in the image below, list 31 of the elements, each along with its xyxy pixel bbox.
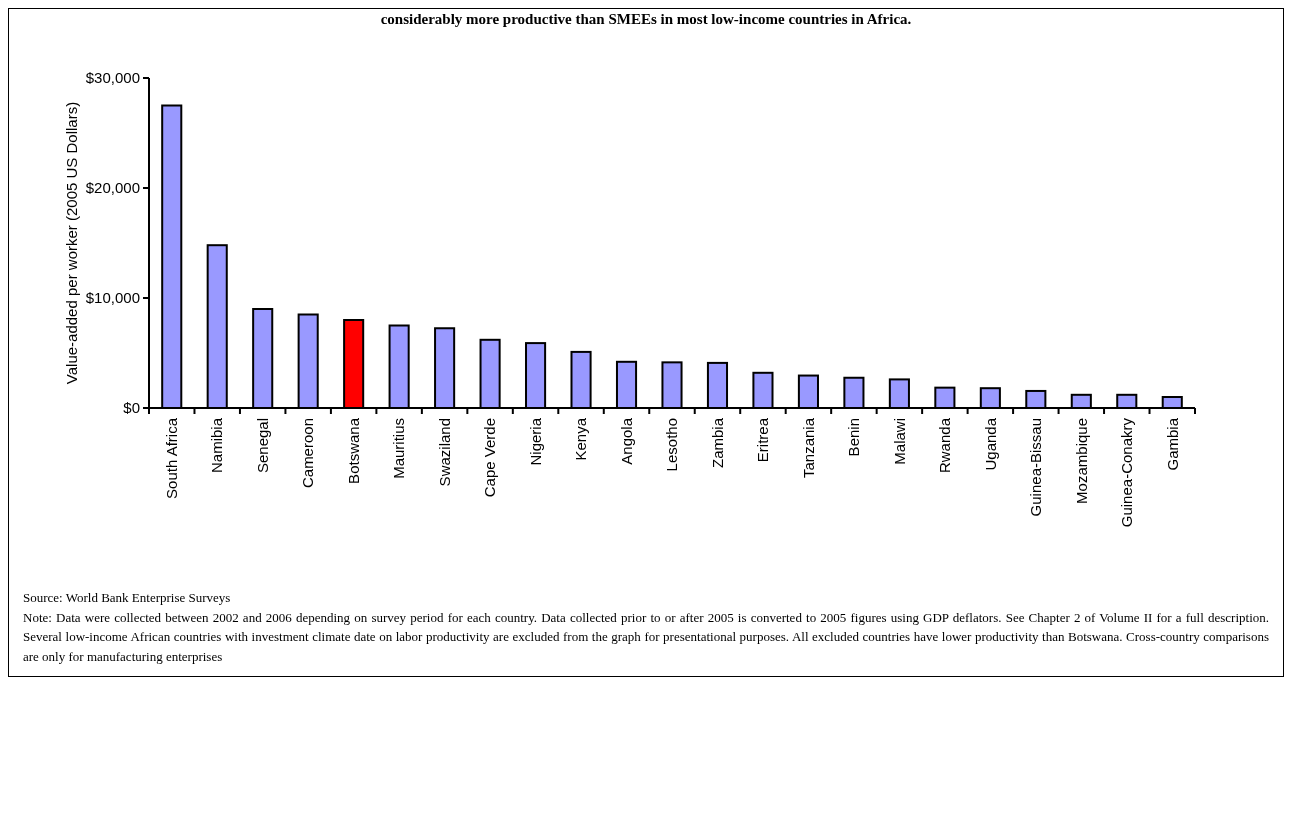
x-tick-label: Kenya (572, 417, 590, 461)
x-tick-label: Tanzania (799, 417, 817, 479)
x-tick-label: Cameroon (299, 418, 317, 489)
y-tick-label: $10,000 (85, 289, 140, 307)
x-tick-label: Rwanda (936, 417, 954, 474)
text: Note: Data were collected between 2002 and 2006 depending on survey period for each country. Data collected prior to or after 2005 is converted to 2005 figures using GDP deflators. See Chapter 2 of Volume II for a full description. Several low-income African countries with investment climate date on labor productivity are excluded from the graph for presentational purposes. All excluded countries have lower productivity than Botswana. Cross-country comparisons are only for manufacturing enterprises (23, 608, 1269, 666)
x-tick-label: Cape Verde (481, 418, 499, 498)
x-tick-label: Senegal (253, 418, 271, 474)
x-tick-label: Nigeria (526, 417, 544, 466)
x-tick-label: Swaziland (435, 418, 453, 487)
x-tick-label: Guinea-Conakry (1118, 417, 1136, 528)
x-tick-label: Zambia (708, 417, 726, 469)
x-tick-label: Malawi (890, 418, 908, 465)
y-tick-label: $0 (123, 399, 140, 417)
x-tick-label: Mozambique (1072, 418, 1090, 504)
x-tick-label: Guinea-Bissau (1027, 418, 1045, 517)
x-tick-label: Lesotho (663, 418, 681, 472)
y-axis-title: Value-added per worker (2005 US Dollars) (63, 101, 80, 385)
x-tick-label: Namibia (208, 417, 226, 474)
x-tick-label: Eritrea (754, 417, 772, 463)
x-tick-label: Botswana (344, 417, 362, 484)
x-tick-label: Gambia (1163, 417, 1181, 471)
source-note: Source: World Bank Enterprise Surveys (23, 589, 232, 607)
x-tick-label: Benin (845, 418, 863, 457)
x-tick-label: Uganda (981, 417, 999, 471)
y-tick-label: $20,000 (85, 179, 140, 197)
x-tick-label: South Africa (162, 417, 180, 499)
x-tick-label: Angola (617, 417, 635, 465)
chart-title: considerably more productive than SMEEs in most low-income countries in Africa. (379, 10, 913, 28)
y-tick-label: $30,000 (85, 69, 140, 87)
x-tick-label: Mauritius (390, 418, 408, 479)
